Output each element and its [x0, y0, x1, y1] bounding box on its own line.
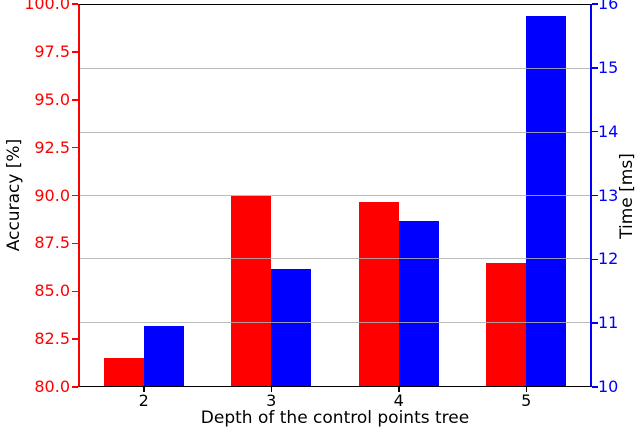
- bar-time-depth-2: [143, 325, 184, 386]
- y-tick-label-right: 15: [598, 57, 619, 77]
- y-tick-mark-right: [592, 258, 598, 261]
- bar-time-depth-3: [271, 268, 312, 386]
- y-tick-label-right: 16: [598, 0, 619, 14]
- y-axis-label-right: Time [ms]: [617, 153, 637, 239]
- y-tick-label-right: 10: [598, 377, 619, 397]
- y-tick-mark-left: [72, 194, 78, 197]
- y-tick-mark-right: [592, 67, 598, 69]
- gridline: [80, 321, 590, 323]
- y-tick-label-right: 13: [598, 185, 619, 205]
- y-tick-mark-right: [592, 130, 598, 133]
- plot-area: [78, 4, 592, 387]
- y-tick-label-left: 95.0: [34, 89, 70, 109]
- y-tick-mark-left: [72, 386, 78, 388]
- y-tick-mark-left: [72, 338, 78, 340]
- gridline: [80, 195, 590, 196]
- y-tick-label-right: 14: [598, 121, 619, 141]
- y-tick-label-left: 97.5: [34, 41, 70, 61]
- gridline: [80, 258, 590, 260]
- gridline: [80, 68, 590, 70]
- y-tick-mark-right: [592, 3, 598, 5]
- y-tick-label-left: 100.0: [24, 0, 70, 14]
- x-tick-mark: [270, 387, 272, 392]
- bar-accuracy-depth-3: [231, 196, 272, 386]
- x-tick-mark: [398, 387, 400, 392]
- x-tick-mark: [525, 387, 527, 392]
- x-tick-label: 5: [521, 391, 532, 410]
- x-axis-label: Depth of the control points tree: [200, 408, 470, 428]
- bar-accuracy-depth-2: [103, 357, 144, 386]
- y-axis-label-left: Accuracy [%]: [4, 138, 24, 252]
- y-tick-label-left: 85.0: [34, 281, 70, 301]
- y-tick-mark-left: [72, 51, 78, 53]
- bar-time-depth-4: [398, 221, 439, 386]
- y-tick-label-right: 11: [598, 313, 619, 333]
- bar-accuracy-depth-5: [486, 262, 527, 386]
- y-tick-label-left: 87.5: [34, 233, 70, 253]
- y-tick-mark-left: [72, 290, 78, 292]
- y-tick-mark-right: [592, 194, 598, 197]
- bar-accuracy-depth-4: [358, 201, 399, 386]
- y-tick-mark-left: [72, 146, 78, 149]
- x-tick-mark: [143, 387, 145, 392]
- y-tick-label-left: 80.0: [34, 377, 70, 397]
- y-tick-label-left: 82.5: [34, 329, 70, 349]
- gridline: [80, 131, 590, 133]
- x-tick-label: 2: [138, 391, 149, 410]
- y-tick-label-right: 12: [598, 249, 619, 269]
- y-tick-label-left: 90.0: [34, 185, 70, 205]
- y-tick-mark-left: [72, 242, 78, 245]
- y-tick-mark-right: [592, 386, 598, 388]
- y-tick-label-left: 92.5: [34, 137, 70, 157]
- y-tick-mark-right: [592, 322, 598, 324]
- bar-time-depth-5: [526, 15, 567, 386]
- y-tick-mark-left: [72, 3, 78, 5]
- y-tick-mark-left: [72, 99, 78, 101]
- x-tick-label: 4: [393, 391, 404, 410]
- x-tick-label: 3: [266, 391, 277, 410]
